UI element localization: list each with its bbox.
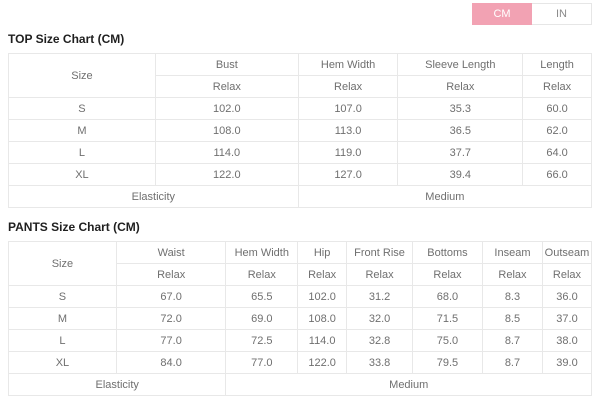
size-label-cell: XL: [8, 163, 156, 186]
measurement-cell: 122.0: [154, 163, 299, 186]
size-row: L 77.0 72.5 114.0 32.8 75.0 8.7 38.0: [8, 329, 593, 352]
measurement-cell: 107.0: [297, 97, 399, 120]
measurement-cell: 75.0: [411, 329, 483, 352]
measurement-cell: 39.0: [541, 351, 593, 374]
size-label-cell: S: [8, 97, 156, 120]
elasticity-row: Elasticity Medium: [7, 373, 592, 396]
measurement-cell: 37.0: [541, 307, 593, 330]
fit-subheader: Relax: [346, 263, 413, 286]
measurement-cell: 8.5: [481, 307, 543, 330]
measurement-column-header: Outseam: [541, 241, 593, 264]
measurement-column-header: Hip: [297, 241, 348, 264]
size-row: S 67.0 65.5 102.0 31.2 68.0 8.3 36.0: [8, 285, 593, 308]
measurement-cell: 79.5: [411, 351, 483, 374]
fit-subheader: Relax: [297, 75, 399, 98]
pants-chart-title: PANTS Size Chart (CM): [8, 220, 140, 234]
size-row: M 72.0 69.0 108.0 32.0 71.5 8.5 37.0: [8, 307, 593, 330]
measurement-cell: 67.0: [115, 285, 227, 308]
measurement-cell: 108.0: [297, 307, 348, 330]
pants-size-table: Size Waist Hem Width Hip Front Rise Bottoms In…: [7, 241, 593, 396]
measurement-cell: 36.5: [397, 119, 524, 142]
measurement-column-header: Hem Width: [297, 53, 399, 76]
measurement-column-header: Front Rise: [346, 241, 413, 264]
measurement-cell: 31.2: [346, 285, 413, 308]
size-label-cell: L: [8, 141, 156, 164]
unit-in-button[interactable]: IN: [532, 3, 592, 25]
measurement-column-header: Bust: [154, 53, 299, 76]
measurement-cell: 32.8: [346, 329, 413, 352]
measurement-cell: 122.0: [297, 351, 348, 374]
measurement-column-header: Waist: [115, 241, 227, 264]
size-label-cell: M: [8, 307, 117, 330]
measurement-cell: 114.0: [297, 329, 348, 352]
section-gap: [8, 208, 592, 213]
measurement-column-header: Inseam: [481, 241, 543, 264]
unit-toggle: CM IN: [8, 3, 592, 25]
measurement-cell: 62.0: [522, 119, 592, 142]
measurement-cell: 32.0: [346, 307, 413, 330]
measurement-cell: 108.0: [154, 119, 299, 142]
unit-cm-button[interactable]: CM: [472, 3, 532, 25]
measurement-cell: 119.0: [297, 141, 399, 164]
size-row: XL 122.0 127.0 39.4 66.0: [8, 163, 592, 186]
measurement-cell: 71.5: [411, 307, 483, 330]
measurement-cell: 68.0: [411, 285, 483, 308]
measurement-column-header: Sleeve Length: [397, 53, 524, 76]
fit-subheader: Relax: [481, 263, 543, 286]
measurement-cell: 60.0: [522, 97, 592, 120]
fit-subheader: Relax: [115, 263, 227, 286]
size-row: S 102.0 107.0 35.3 60.0: [8, 97, 592, 120]
size-label-cell: XL: [8, 351, 117, 374]
size-column-header: Size: [8, 53, 156, 98]
measurement-cell: 36.0: [541, 285, 593, 308]
measurement-cell: 66.0: [522, 163, 592, 186]
measurement-cell: 8.7: [481, 351, 543, 374]
measurement-cell: 8.3: [481, 285, 543, 308]
measurement-column-header: Length: [522, 53, 592, 76]
measurement-cell: 102.0: [297, 285, 348, 308]
measurement-column-header: Bottoms: [411, 241, 483, 264]
measurement-cell: 84.0: [115, 351, 227, 374]
measurement-cell: 69.0: [225, 307, 299, 330]
measurement-cell: 8.7: [481, 329, 543, 352]
measurement-cell: 33.8: [346, 351, 413, 374]
size-row: XL 84.0 77.0 122.0 33.8 79.5 8.7 39.0: [8, 351, 593, 374]
measurement-cell: 38.0: [541, 329, 593, 352]
measurement-cell: 37.7: [397, 141, 524, 164]
size-label-cell: M: [8, 119, 156, 142]
measurement-cell: 72.0: [115, 307, 227, 330]
fit-subheader: Relax: [297, 263, 348, 286]
size-label-cell: L: [8, 329, 117, 352]
fit-subheader: Relax: [154, 75, 299, 98]
elasticity-label-cell: Elasticity: [8, 185, 299, 208]
size-column-header: Size: [8, 241, 117, 286]
fit-subheader: Relax: [522, 75, 592, 98]
measurement-cell: 64.0: [522, 141, 592, 164]
size-label-cell: S: [8, 285, 117, 308]
fit-subheader: Relax: [225, 263, 299, 286]
elasticity-value-cell: Medium: [225, 373, 592, 396]
elasticity-value-cell: Medium: [297, 185, 593, 208]
size-row: M 108.0 113.0 36.5 62.0: [8, 119, 592, 142]
measurement-cell: 127.0: [297, 163, 399, 186]
elasticity-row: Elasticity Medium: [8, 185, 593, 208]
top-size-table: Size Bust Hem Width Sleeve Length Length Rela…: [8, 53, 593, 208]
elasticity-label-cell: Elasticity: [7, 373, 227, 396]
measurement-cell: 102.0: [154, 97, 299, 120]
measurement-cell: 39.4: [397, 163, 524, 186]
measurement-column-header: Hem Width: [225, 241, 299, 264]
measurement-cell: 77.0: [225, 351, 299, 374]
measurement-cell: 77.0: [115, 329, 227, 352]
fit-subheader: Relax: [411, 263, 483, 286]
fit-subheader: Relax: [397, 75, 524, 98]
fit-subheader: Relax: [541, 263, 593, 286]
measurement-cell: 114.0: [154, 141, 299, 164]
measurement-cell: 113.0: [297, 119, 399, 142]
top-chart-title: TOP Size Chart (CM): [8, 32, 125, 46]
measurement-cell: 35.3: [397, 97, 524, 120]
size-row: L 114.0 119.0 37.7 64.0: [8, 141, 592, 164]
measurement-cell: 65.5: [225, 285, 299, 308]
measurement-cell: 72.5: [225, 329, 299, 352]
